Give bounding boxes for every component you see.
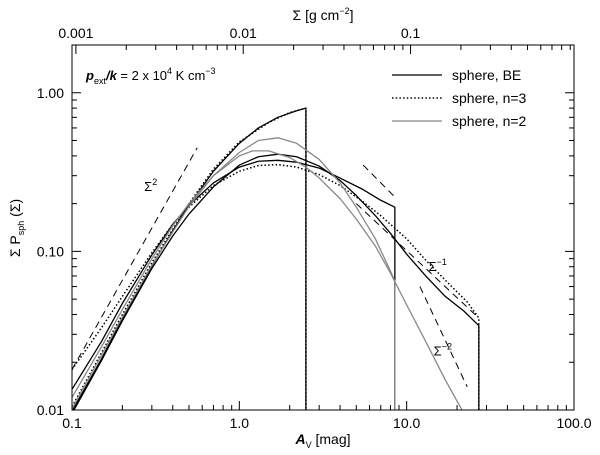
axis-tick-labels: 0.1 1.0 10.0 100.00.010.101.000.001 0.01 0.1 bbox=[37, 25, 592, 431]
x-axis-label: AV [mag] bbox=[294, 431, 350, 450]
top-tick-label: 0.001 bbox=[58, 25, 93, 41]
reference-lines bbox=[72, 147, 480, 388]
legend-label-sphere-n3: sphere, n=3 bbox=[452, 90, 527, 106]
series-line-2 bbox=[72, 159, 396, 410]
y-axis-label: Σ Psph (Σ) bbox=[7, 199, 26, 257]
top-tick-label: 0.01 bbox=[230, 25, 257, 41]
top-tick-label: 0.1 bbox=[401, 25, 421, 41]
x-tick-label: 1.0 bbox=[230, 415, 250, 431]
power-law-label-2: Σ−2 bbox=[434, 342, 452, 359]
legend-label-sphere-be: sphere, BE bbox=[452, 67, 521, 83]
reference-line-sigma-1-b bbox=[355, 203, 480, 319]
x-tick-label: 100.0 bbox=[556, 415, 591, 431]
y-tick-label: 1.00 bbox=[37, 85, 64, 101]
series-line-5 bbox=[72, 150, 463, 410]
legend-label-sphere-n2: sphere, n=2 bbox=[452, 113, 527, 129]
axis-ticks bbox=[71, 44, 574, 411]
legend: sphere, BE sphere, n=3 sphere, n=2 bbox=[392, 67, 527, 129]
x-tick-label: 10.0 bbox=[393, 415, 420, 431]
power-law-label-1: Σ−1 bbox=[428, 257, 446, 274]
top-axis-label: Σ [g cm−2] bbox=[293, 6, 354, 23]
reference-line-sigma-1-a bbox=[362, 164, 396, 198]
pressure-annotation: pext/k = 2 x 104 K cm−3 bbox=[85, 66, 216, 86]
y-tick-label: 0.10 bbox=[37, 243, 64, 259]
series-line-3 bbox=[72, 163, 480, 410]
power-law-label-0: Σ2 bbox=[144, 177, 157, 194]
power-law-labels: Σ2 Σ−1 Σ−2 bbox=[144, 177, 452, 359]
reference-line-sigma2 bbox=[72, 147, 198, 370]
series-line-6 bbox=[72, 137, 396, 410]
reference-line-sigma-2 bbox=[419, 286, 468, 388]
series-line-1 bbox=[72, 107, 307, 410]
series-line-0 bbox=[73, 153, 480, 410]
y-tick-label: 0.01 bbox=[37, 402, 64, 418]
series-layer bbox=[72, 107, 480, 410]
x-tick-label: 0.1 bbox=[62, 415, 82, 431]
